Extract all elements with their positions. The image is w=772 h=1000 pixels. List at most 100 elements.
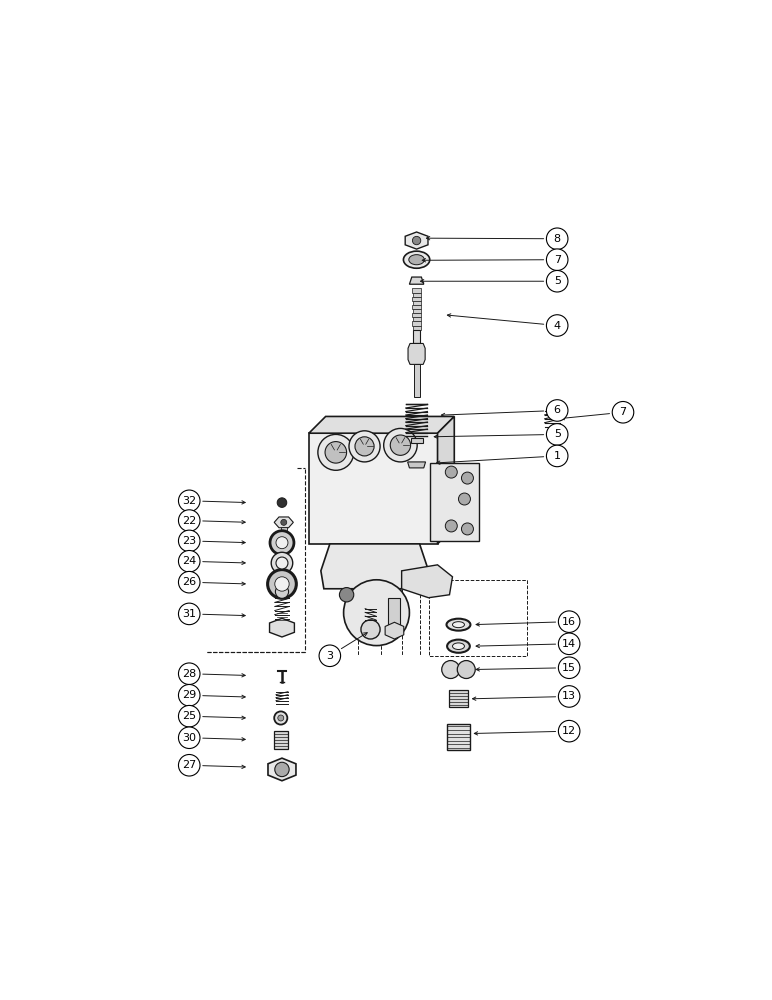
Circle shape (275, 762, 290, 777)
Polygon shape (438, 416, 454, 544)
Circle shape (558, 657, 580, 679)
Text: 26: 26 (182, 577, 196, 587)
Circle shape (178, 571, 200, 593)
Circle shape (391, 435, 411, 455)
Polygon shape (412, 293, 421, 297)
Circle shape (361, 620, 380, 639)
Text: 7: 7 (619, 407, 627, 417)
Text: 16: 16 (562, 617, 576, 627)
Circle shape (558, 611, 580, 632)
Circle shape (178, 490, 200, 512)
Polygon shape (413, 330, 420, 343)
Circle shape (274, 711, 287, 725)
Circle shape (318, 434, 354, 470)
Circle shape (558, 686, 580, 707)
Circle shape (178, 550, 200, 572)
Circle shape (457, 661, 476, 679)
Text: 8: 8 (554, 234, 560, 244)
Ellipse shape (447, 640, 470, 653)
Polygon shape (274, 517, 293, 528)
Circle shape (276, 537, 288, 549)
Polygon shape (309, 416, 454, 433)
Ellipse shape (452, 622, 465, 628)
Text: 1: 1 (554, 451, 560, 461)
Text: 4: 4 (554, 321, 560, 331)
Circle shape (547, 445, 568, 467)
Circle shape (547, 249, 568, 270)
Polygon shape (401, 565, 452, 598)
Circle shape (355, 437, 374, 456)
Polygon shape (411, 305, 422, 309)
Circle shape (277, 498, 286, 507)
Text: 27: 27 (182, 760, 196, 770)
Circle shape (612, 401, 634, 423)
Polygon shape (321, 544, 428, 589)
Circle shape (275, 577, 290, 591)
Ellipse shape (452, 643, 465, 649)
Polygon shape (411, 313, 422, 317)
Polygon shape (388, 598, 401, 628)
Polygon shape (411, 321, 422, 326)
Circle shape (547, 270, 568, 292)
Circle shape (271, 552, 293, 574)
Text: 15: 15 (562, 663, 576, 673)
Circle shape (178, 754, 200, 776)
Polygon shape (412, 326, 421, 330)
Text: 5: 5 (554, 429, 560, 439)
Text: 13: 13 (562, 691, 576, 701)
Circle shape (268, 570, 296, 598)
Text: 29: 29 (182, 690, 196, 700)
Polygon shape (273, 731, 288, 749)
Circle shape (459, 493, 470, 505)
Text: 23: 23 (182, 536, 196, 546)
Circle shape (178, 663, 200, 684)
Polygon shape (412, 309, 421, 313)
Polygon shape (412, 301, 421, 305)
Polygon shape (405, 232, 428, 249)
Text: 6: 6 (554, 405, 560, 415)
Polygon shape (449, 690, 468, 707)
Circle shape (278, 715, 284, 721)
Ellipse shape (409, 255, 425, 265)
Polygon shape (408, 462, 425, 468)
Polygon shape (414, 364, 420, 397)
Polygon shape (411, 288, 422, 293)
Text: 30: 30 (182, 733, 196, 743)
Circle shape (325, 442, 347, 463)
Text: 12: 12 (562, 726, 576, 736)
Ellipse shape (446, 619, 470, 631)
Circle shape (445, 466, 457, 478)
Circle shape (349, 431, 380, 462)
Circle shape (558, 633, 580, 655)
Circle shape (178, 705, 200, 727)
Circle shape (276, 557, 288, 569)
Text: 22: 22 (182, 516, 196, 526)
Circle shape (547, 400, 568, 421)
Circle shape (281, 519, 286, 525)
Circle shape (178, 603, 200, 625)
Circle shape (462, 523, 473, 535)
Circle shape (442, 661, 459, 679)
Polygon shape (408, 343, 425, 364)
Circle shape (276, 585, 289, 598)
Circle shape (462, 472, 473, 484)
Text: 3: 3 (327, 651, 334, 661)
Circle shape (178, 684, 200, 706)
Text: 25: 25 (182, 711, 196, 721)
Polygon shape (412, 317, 421, 321)
Circle shape (412, 236, 421, 245)
Ellipse shape (404, 251, 430, 268)
Polygon shape (268, 758, 296, 781)
Text: 24: 24 (182, 556, 196, 566)
Polygon shape (269, 618, 294, 637)
Circle shape (319, 645, 340, 667)
Text: 31: 31 (182, 609, 196, 619)
Circle shape (178, 727, 200, 749)
Circle shape (445, 520, 457, 532)
Polygon shape (430, 463, 479, 541)
Text: 5: 5 (554, 276, 560, 286)
Polygon shape (385, 622, 404, 639)
Circle shape (547, 228, 568, 250)
Circle shape (547, 424, 568, 445)
Polygon shape (309, 433, 438, 544)
